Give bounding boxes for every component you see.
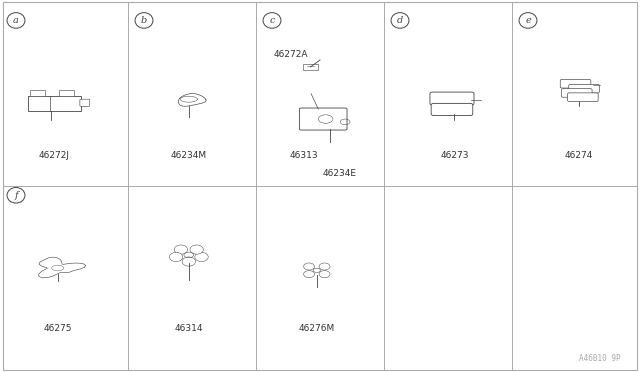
Text: 46272J: 46272J [39,151,70,160]
Text: 46274: 46274 [565,151,593,160]
Ellipse shape [195,252,208,262]
Text: 46275: 46275 [44,324,72,333]
Text: 46314: 46314 [175,324,203,333]
FancyBboxPatch shape [80,99,90,106]
FancyBboxPatch shape [300,108,347,130]
Ellipse shape [190,245,204,254]
Ellipse shape [170,252,183,262]
FancyBboxPatch shape [430,92,474,105]
FancyBboxPatch shape [568,93,598,102]
Text: e: e [525,16,531,25]
Text: b: b [141,16,147,25]
Bar [60,90,74,96]
Text: A46B10 9P: A46B10 9P [579,354,621,363]
Ellipse shape [319,270,330,278]
Text: c: c [269,16,275,25]
Text: 46276M: 46276M [299,324,335,333]
Ellipse shape [174,245,188,254]
Text: 46234E: 46234E [322,169,356,178]
Text: 46272A: 46272A [274,50,308,59]
Ellipse shape [303,270,314,278]
Text: 46273: 46273 [440,151,468,160]
Ellipse shape [319,263,330,270]
Text: d: d [397,16,403,25]
Bar [30,90,45,96]
Ellipse shape [182,257,195,266]
Bar [303,64,317,70]
FancyBboxPatch shape [561,89,592,97]
FancyBboxPatch shape [560,80,591,88]
Text: 46313: 46313 [290,151,318,160]
Text: a: a [13,16,19,25]
Text: f: f [14,191,18,200]
Text: 46234M: 46234M [171,151,207,160]
Ellipse shape [303,263,314,270]
FancyBboxPatch shape [569,84,600,93]
FancyBboxPatch shape [431,103,473,116]
